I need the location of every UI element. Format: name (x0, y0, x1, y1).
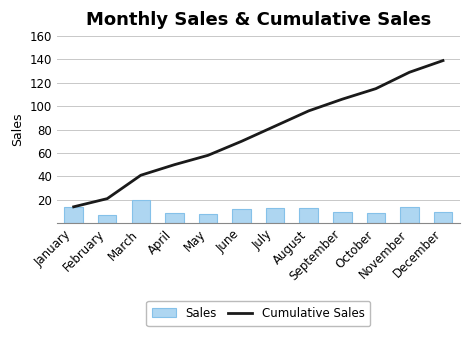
Bar (400, 207, 419, 223)
Title: Monthly Sales & Cumulative Sales: Monthly Sales & Cumulative Sales (86, 11, 431, 29)
Bar (266, 208, 284, 223)
Bar (366, 213, 385, 223)
Bar (333, 211, 352, 223)
Y-axis label: Sales: Sales (11, 113, 24, 147)
Bar (98, 215, 117, 223)
Bar (165, 213, 183, 223)
Bar (434, 211, 452, 223)
Bar (132, 200, 150, 223)
Bar (64, 207, 83, 223)
Legend: Sales, Cumulative Sales: Sales, Cumulative Sales (146, 301, 370, 326)
Bar (232, 209, 251, 223)
Bar (199, 214, 217, 223)
Bar (300, 208, 318, 223)
